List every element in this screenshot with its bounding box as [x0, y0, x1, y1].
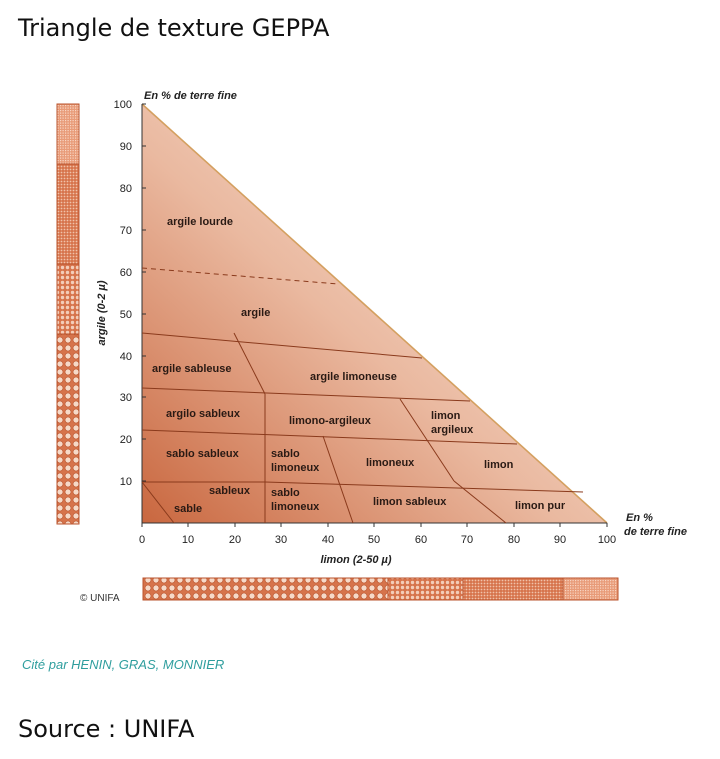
region-label: limoneux	[271, 501, 320, 513]
x-tick-label: 10	[182, 534, 194, 546]
region-label: limon	[431, 410, 461, 422]
y-tick-label: 90	[120, 141, 132, 153]
y-tick-label: 40	[120, 351, 132, 363]
x-axis-end-label: de terre fine	[624, 526, 687, 538]
region-label: sablo sableux	[166, 448, 240, 460]
vertical-texture-bar	[56, 103, 80, 525]
region-label: argilo sableux	[166, 408, 241, 420]
region-label: limono-argileux	[289, 415, 372, 427]
copyright-label: © UNIFA	[80, 593, 120, 604]
region-label: argile	[241, 307, 270, 319]
y-tick-label: 30	[120, 392, 132, 404]
x-tick-label: 0	[139, 534, 145, 546]
x-tick-label: 90	[554, 534, 566, 546]
page-title: Triangle de texture GEPPA	[18, 14, 330, 42]
x-tick-label: 80	[508, 534, 520, 546]
source-label: Source : UNIFA	[18, 715, 195, 743]
region-boundaries	[141, 267, 584, 524]
y-axis-top-label: En % de terre fine	[144, 90, 237, 102]
y-tick-label: 60	[120, 267, 132, 279]
y-tick-label: 10	[120, 476, 132, 488]
y-tick-label: 20	[120, 434, 132, 446]
triangle-hypotenuse	[141, 103, 608, 524]
region-label: argile sableuse	[152, 363, 232, 375]
region-label: sable	[174, 503, 202, 515]
region-label: limon pur	[515, 500, 566, 512]
x-tick-marks	[141, 523, 608, 527]
horizontal-texture-bar	[142, 577, 619, 601]
region-label: sablo	[271, 448, 300, 460]
x-axis-end-label: En %	[626, 512, 653, 524]
y-tick-label: 50	[120, 309, 132, 321]
region-label: argileux	[431, 424, 474, 436]
region-label: sablo	[271, 487, 300, 499]
x-tick-label: 50	[368, 534, 380, 546]
region-label: argile limoneuse	[310, 371, 397, 383]
y-tick-label: 100	[114, 99, 132, 111]
y-tick-label: 80	[120, 183, 132, 195]
x-tick-label: 70	[461, 534, 473, 546]
region-label: limoneux	[271, 462, 320, 474]
y-axis-title: argile (0-2 µ)	[96, 280, 108, 345]
region-label: sableux	[209, 485, 251, 497]
region-label: limon sableux	[373, 496, 447, 508]
region-label: argile lourde	[167, 216, 233, 228]
y-tick-label: 70	[120, 225, 132, 237]
x-tick-label: 100	[598, 534, 616, 546]
region-label: limoneux	[366, 457, 415, 469]
x-tick-label: 20	[229, 534, 241, 546]
y-tick-marks	[142, 103, 146, 482]
citation: Cité par HENIN, GRAS, MONNIER	[22, 657, 225, 672]
x-tick-label: 60	[415, 534, 427, 546]
region-label: limon	[484, 459, 514, 471]
x-tick-label: 40	[322, 534, 334, 546]
x-tick-label: 30	[275, 534, 287, 546]
x-axis-title: limon (2-50 µ)	[320, 554, 391, 566]
